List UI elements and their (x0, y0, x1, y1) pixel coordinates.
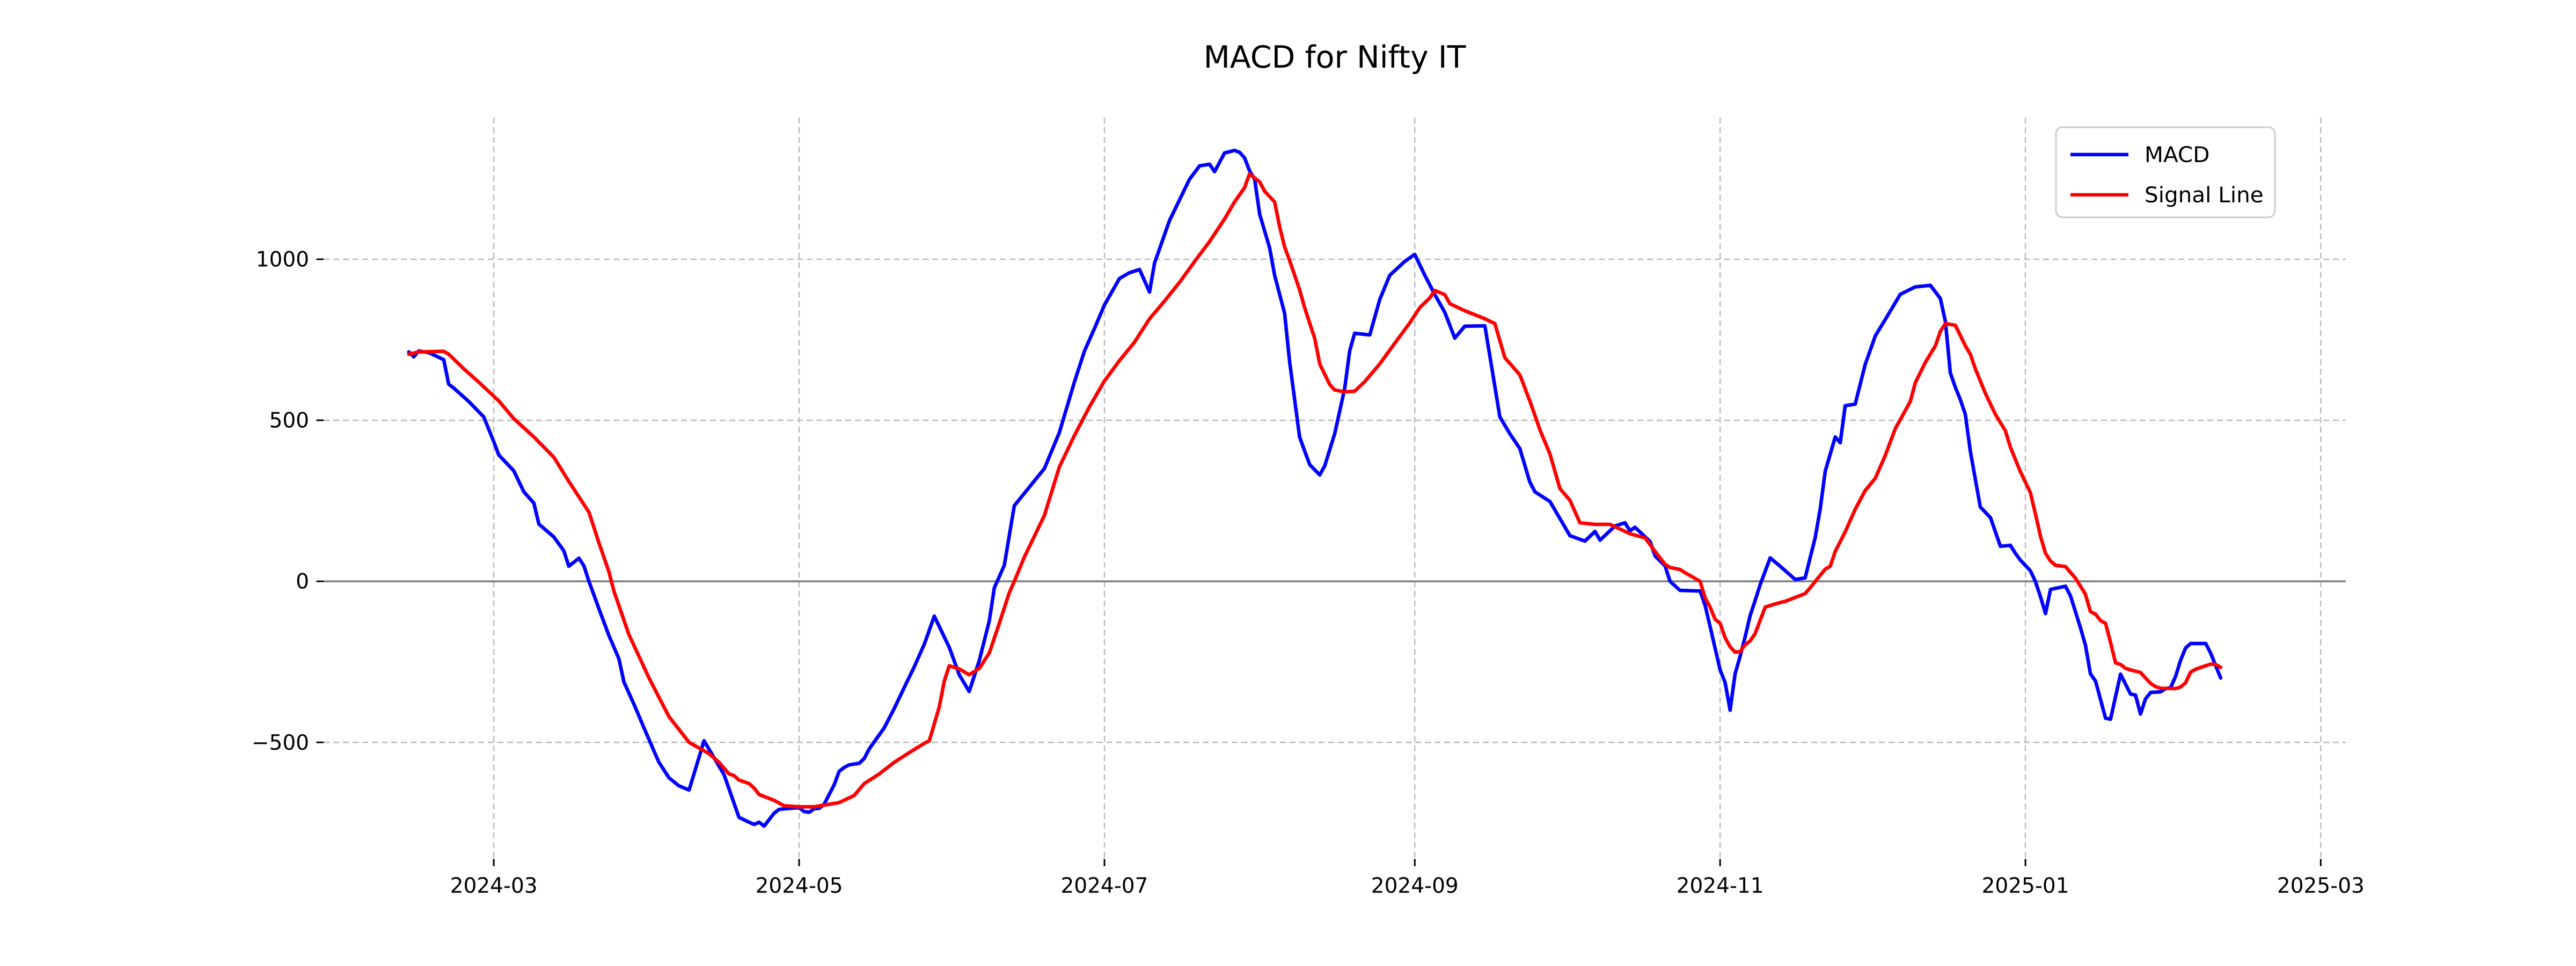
x-tick-label: 2024-11 (1677, 874, 1764, 898)
x-tick-label: 2025-03 (2277, 874, 2365, 898)
legend: MACD Signal Line (2055, 126, 2276, 218)
x-tick-label: 2024-07 (1060, 874, 1148, 898)
x-tick-label: 2024-09 (1371, 874, 1459, 898)
x-tick-label: 2024-03 (450, 874, 538, 898)
axis-ticks: 2024-03 2024-05 2024-07 2024-09 2024-11 2025-… (252, 248, 2365, 898)
chart-title: MACD for Nifty IT (1204, 40, 1466, 75)
series-lines (407, 148, 2223, 828)
signal-line (407, 172, 2223, 809)
legend-item-label: Signal Line (2145, 182, 2264, 208)
y-tick-label: −500 (252, 731, 309, 755)
gridlines (324, 118, 2346, 859)
macd-line (407, 148, 2223, 828)
y-tick-label: 500 (269, 409, 309, 433)
legend-item-label: MACD (2145, 142, 2209, 167)
y-tick-label: 0 (296, 570, 309, 594)
x-tick-label: 2024-05 (756, 874, 843, 898)
x-tick-label: 2025-01 (1982, 874, 2069, 898)
y-tick-label: 1000 (256, 248, 309, 272)
